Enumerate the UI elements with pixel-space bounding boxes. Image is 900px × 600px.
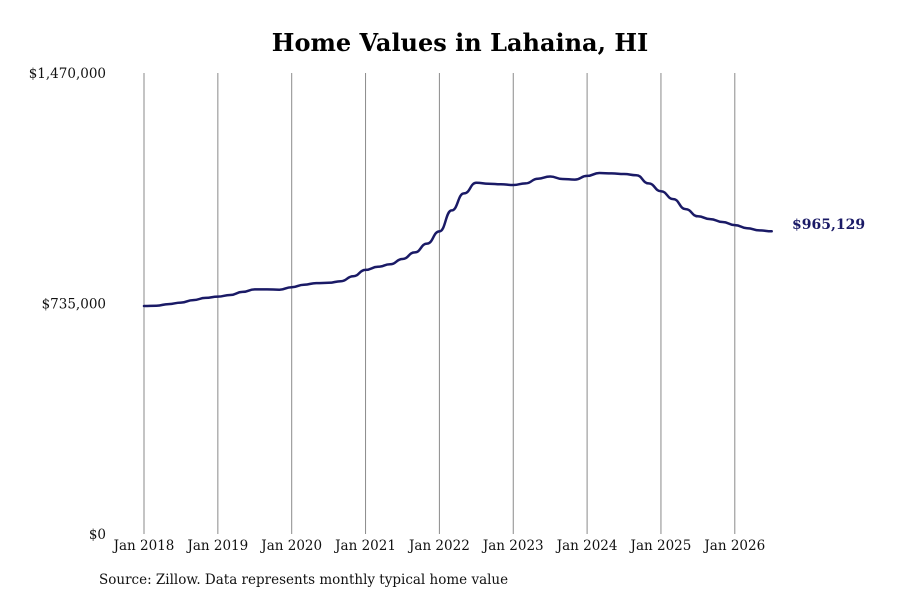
- gridlines: [143, 73, 736, 534]
- x-tick-label: Jan 2019: [185, 538, 248, 554]
- y-tick-label: $1,470,000: [29, 66, 106, 82]
- x-tick-label: Jan 2023: [481, 538, 544, 554]
- x-tick-label: Jan 2024: [555, 538, 618, 554]
- x-tick-label: Jan 2020: [259, 538, 322, 554]
- x-tick-label: Jan 2018: [112, 538, 175, 554]
- series-line: [142, 171, 773, 308]
- chart-title: Home Values in Lahaina, HI: [271, 28, 649, 57]
- x-axis: Jan 2018 Jan 2019 Jan 2020 Jan 2021 Jan 2022…: [112, 538, 766, 554]
- y-tick-label: $0: [89, 527, 106, 543]
- x-tick-label: Jan 2026: [702, 538, 765, 554]
- x-tick-label: Jan 2021: [333, 538, 396, 554]
- y-axis: $0 $735,000 $1,470,000: [29, 66, 106, 543]
- end-value-label: $965,129: [792, 217, 865, 233]
- y-tick-label: $735,000: [42, 297, 106, 313]
- x-tick-label: Jan 2025: [629, 538, 692, 554]
- x-tick-label: Jan 2022: [407, 538, 470, 554]
- source-note: Source: Zillow. Data represents monthly …: [99, 572, 509, 588]
